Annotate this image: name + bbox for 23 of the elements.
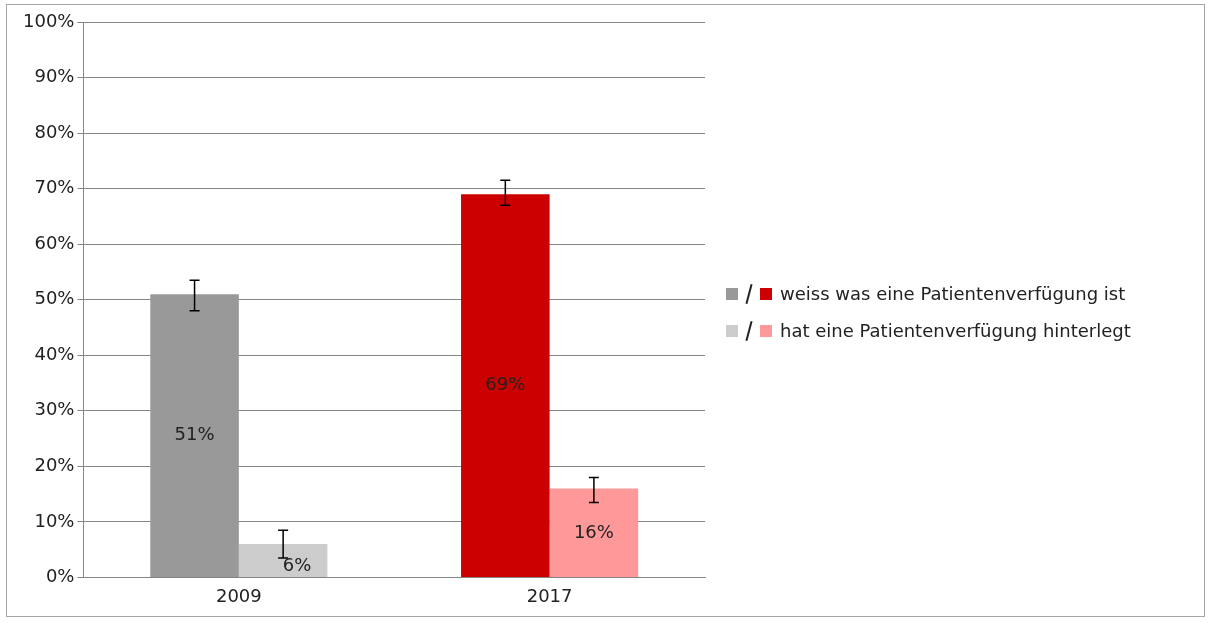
y-tick-label: 10% xyxy=(34,509,75,531)
data-label: 16% xyxy=(573,520,614,542)
x-tick-label: 2017 xyxy=(526,584,573,606)
y-tick-label: 50% xyxy=(34,287,75,309)
x-tick-label: 2009 xyxy=(215,584,262,606)
y-tick-label: 0% xyxy=(45,565,75,587)
data-label: 69% xyxy=(485,373,526,395)
y-tick-label: 40% xyxy=(34,342,75,364)
y-tick-label: 90% xyxy=(34,65,75,87)
y-tick-label: 80% xyxy=(34,120,75,142)
y-tick-label: 60% xyxy=(34,231,75,253)
y-tick-label: 20% xyxy=(34,453,75,475)
bar xyxy=(549,488,639,577)
data-label: 51% xyxy=(174,423,215,445)
y-tick-label: 70% xyxy=(34,176,75,198)
data-label: 6% xyxy=(282,554,312,576)
bar xyxy=(150,294,239,577)
legend-label: hat eine Patientenverfügung hinterlegt xyxy=(780,320,1131,341)
y-tick-label: 100% xyxy=(22,9,75,31)
legend-label: weiss was eine Patientenverfügung ist xyxy=(780,283,1126,304)
y-tick-label: 30% xyxy=(34,398,75,420)
bar xyxy=(238,544,328,577)
bar xyxy=(461,194,550,577)
